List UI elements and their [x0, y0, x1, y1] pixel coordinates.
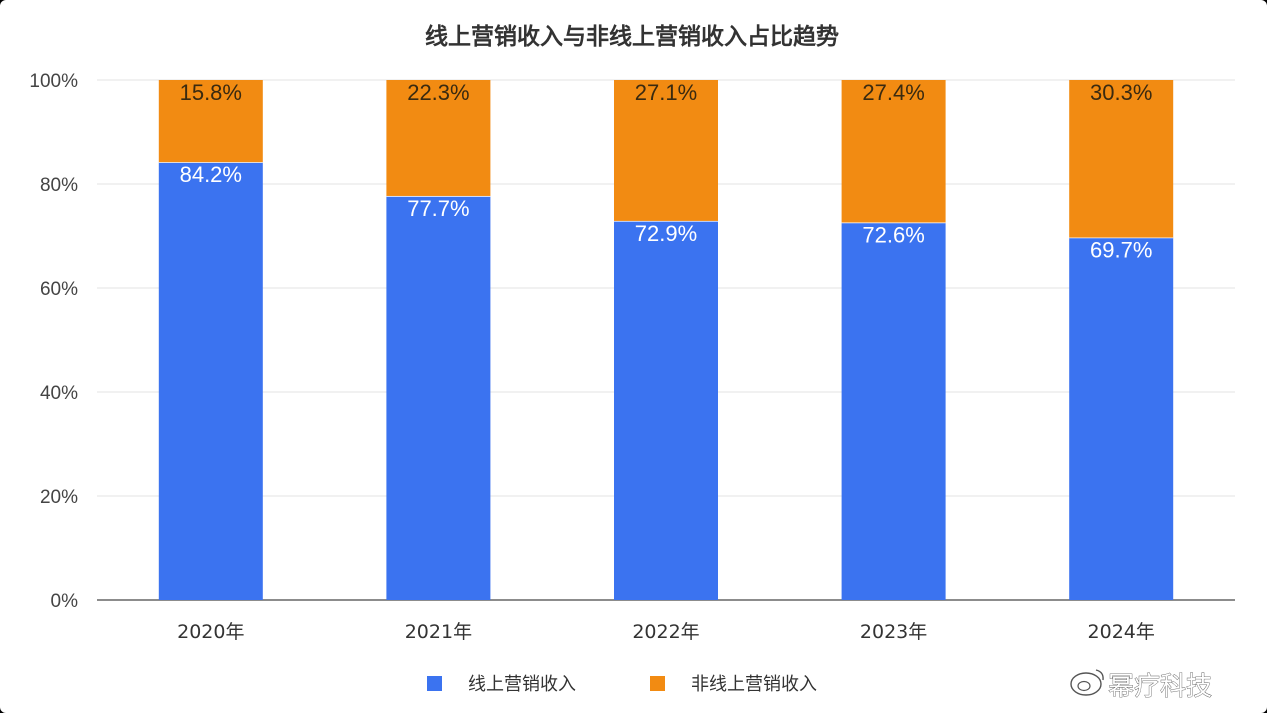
bar-segment-offline	[841, 80, 946, 223]
bar-data-label: 72.9%	[635, 221, 697, 246]
bar-data-label: 84.2%	[180, 162, 242, 187]
x-tick-label: 2024年	[1088, 621, 1155, 643]
bar-segment-online	[841, 222, 946, 601]
x-tick-label: 2022年	[632, 621, 699, 643]
bar-data-label: 77.7%	[407, 196, 469, 221]
bar-data-label: 15.8%	[180, 80, 242, 105]
legend-swatch	[427, 676, 442, 691]
bar-data-label: 69.7%	[1090, 238, 1152, 263]
y-tick-label: 0%	[51, 591, 79, 612]
x-tick-label: 2020年	[177, 621, 244, 643]
legend-label: 非线上营销收入	[691, 674, 817, 695]
bar-segment-offline	[386, 80, 491, 196]
y-tick-label: 100%	[29, 71, 78, 92]
y-tick-label: 80%	[40, 175, 78, 196]
y-tick-label: 20%	[40, 487, 78, 508]
y-axis-ticks: 0% 20% 40% 60% 80% 100%	[29, 71, 78, 612]
legend-label: 线上营销收入	[468, 674, 576, 695]
weibo-icon	[1070, 669, 1104, 696]
bar-data-label: 30.3%	[1090, 80, 1152, 105]
bar-segment-offline	[614, 80, 718, 221]
chart-title: 线上营销收入与非线上营销收入占比趋势	[425, 23, 839, 50]
legend: 线上营销收入 非线上营销收入	[427, 674, 817, 695]
x-tick-label: 2021年	[405, 621, 472, 643]
bar-segment-online	[158, 162, 263, 600]
bar-data-label: 27.4%	[862, 80, 924, 105]
x-tick-label: 2023年	[860, 621, 927, 643]
bar-data-label: 22.3%	[407, 80, 469, 105]
bar-segment-offline	[1069, 80, 1174, 238]
watermark-text: 幂疗科技	[1108, 672, 1212, 702]
x-axis-ticks: 2020年 2021年 2022年 2023年 2024年	[177, 621, 1155, 643]
bar-segment-online	[1069, 237, 1174, 600]
bar-data-labels: 84.2% 15.8% 77.7% 22.3% 72.9% 27.1% 72.6% 27.4%…	[180, 80, 1153, 263]
y-tick-label: 60%	[40, 279, 78, 300]
bar-data-label: 72.6%	[862, 222, 924, 247]
bar-segment-offline	[158, 80, 263, 163]
bars	[158, 80, 1174, 601]
y-tick-label: 40%	[40, 383, 78, 404]
bar-segment-online	[386, 195, 491, 600]
bar-segment-online	[614, 220, 718, 601]
bar-data-label: 27.1%	[635, 80, 697, 105]
legend-swatch	[650, 676, 665, 691]
watermark: 幂疗科技	[1070, 669, 1212, 702]
